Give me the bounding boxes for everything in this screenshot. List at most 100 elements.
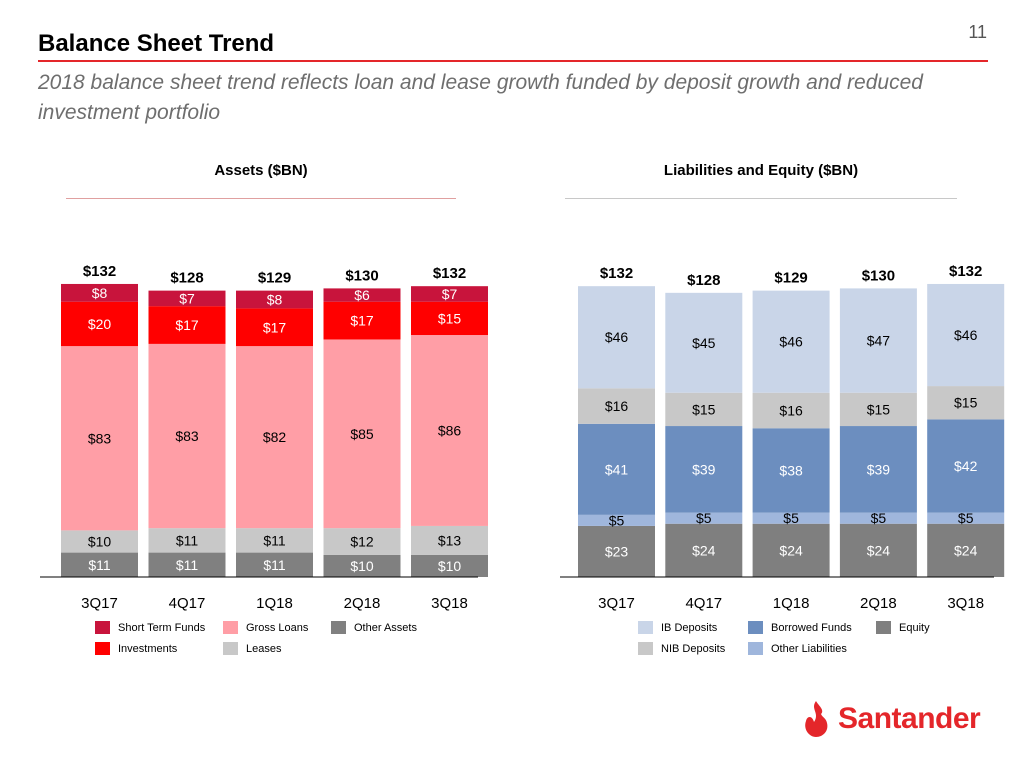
assets-data-label-gross-loans-3q18: $86 <box>438 422 462 438</box>
liabilities-chart-title: Liabilities and Equity ($BN) <box>663 162 859 179</box>
liabilities-data-label-equity-3q17: $23 <box>605 543 629 559</box>
liabilities-bar-ib-deposits-1q18 <box>752 290 830 393</box>
assets-legend-item-other-assets: Other Assets <box>331 621 417 634</box>
liabilities-title-underline <box>565 198 957 199</box>
assets-x-tick-2q18: 2Q18 <box>344 595 381 612</box>
assets-total-label-1q18: $129 <box>258 270 291 287</box>
liabilities-data-label-equity-3q18: $24 <box>954 542 978 558</box>
liabilities-bar-other-liabilities-3q18 <box>927 512 1005 524</box>
liabilities-legend-swatch-other-liabilities <box>748 642 763 655</box>
liabilities-total-label-4q17: $128 <box>687 272 720 289</box>
liabilities-bar-other-liabilities-2q18 <box>839 512 917 524</box>
title-rule <box>38 60 988 62</box>
assets-legend-label-other-assets: Other Assets <box>354 621 417 634</box>
liabilities-bar-other-liabilities-4q17 <box>665 512 743 524</box>
assets-legend-label-short-term-funds: Short Term Funds <box>118 621 206 634</box>
assets-data-label-leases-3q17: $10 <box>88 533 112 549</box>
assets-bar-leases-3q17 <box>61 530 138 553</box>
assets-bar-investments-2q18 <box>323 301 401 340</box>
liabilities-data-label-borrowed-funds-3q17: $41 <box>605 461 629 477</box>
assets-data-label-other-assets-3q18: $10 <box>438 558 462 574</box>
liabilities-legend-item-ib-deposits: IB Deposits <box>638 621 717 634</box>
assets-data-label-gross-loans-4q17: $83 <box>175 428 199 444</box>
assets-bar-investments-3q17 <box>61 301 138 347</box>
liabilities-bar-borrowed-funds-4q17 <box>665 426 743 513</box>
assets-data-label-leases-4q17: $11 <box>176 532 199 548</box>
assets-data-label-gross-loans-3q17: $83 <box>88 430 112 446</box>
liabilities-bar-equity-3q18 <box>927 523 1005 577</box>
liabilities-bar-ib-deposits-4q17 <box>665 292 743 393</box>
liabilities-data-label-borrowed-funds-3q18: $42 <box>954 458 978 474</box>
liabilities-bar-nib-deposits-3q18 <box>927 386 1005 420</box>
liabilities-legend-label-nib-deposits: NIB Deposits <box>661 642 726 655</box>
assets-legend-swatch-gross-loans <box>223 621 238 634</box>
liabilities-x-tick-4q17: 4Q17 <box>685 595 722 612</box>
assets-x-tick-3q18: 3Q18 <box>431 595 468 612</box>
liabilities-data-label-other-liabilities-3q18: $5 <box>958 510 974 526</box>
assets-chart-title: Assets ($BN) <box>214 162 308 179</box>
assets-data-label-leases-3q18: $13 <box>438 532 462 548</box>
liabilities-bar-ib-deposits-3q17 <box>578 286 655 389</box>
page-number: 11 <box>968 22 987 42</box>
liabilities-bar-borrowed-funds-3q17 <box>578 423 655 515</box>
assets-bar-leases-1q18 <box>236 528 313 553</box>
liabilities-legend-label-ib-deposits: IB Deposits <box>661 621 718 634</box>
assets-data-label-investments-3q17: $20 <box>88 316 112 332</box>
assets-legend-item-leases: Leases <box>223 642 281 655</box>
liabilities-data-label-other-liabilities-3q17: $5 <box>609 512 625 528</box>
assets-data-label-investments-4q17: $17 <box>175 317 199 333</box>
page-title: Balance Sheet Trend <box>38 30 275 57</box>
liabilities-data-label-nib-deposits-2q18: $15 <box>867 401 891 417</box>
assets-data-label-investments-3q18: $15 <box>438 310 462 326</box>
liabilities-x-tick-2q18: 2Q18 <box>860 595 897 612</box>
assets-total-label-2q18: $130 <box>345 267 378 284</box>
liabilities-data-label-other-liabilities-2q18: $5 <box>871 510 887 526</box>
assets-bar-short-term-funds-3q18 <box>411 286 488 302</box>
liabilities-data-label-borrowed-funds-2q18: $39 <box>867 461 891 477</box>
assets-data-label-other-assets-2q18: $10 <box>350 558 374 574</box>
assets-data-label-other-assets-1q18: $11 <box>263 557 286 573</box>
assets-x-tick-4q17: 4Q17 <box>169 595 206 612</box>
assets-legend-item-short-term-funds: Short Term Funds <box>95 621 205 634</box>
assets-legend-swatch-short-term-funds <box>95 621 110 634</box>
santander-logo: Santander <box>800 700 981 738</box>
assets-bar-other-assets-2q18 <box>323 554 401 577</box>
assets-bar-leases-2q18 <box>323 528 401 555</box>
page-subtitle: 2018 balance sheet trend reflects loan a… <box>38 71 923 124</box>
assets-bar-investments-3q18 <box>411 301 488 336</box>
assets-data-label-leases-2q18: $12 <box>350 533 374 549</box>
assets-legend-label-gross-loans: Gross Loans <box>246 621 309 634</box>
liabilities-data-label-nib-deposits-3q17: $16 <box>605 398 629 414</box>
liabilities-legend-label-other-liabilities: Other Liabilities <box>771 642 847 655</box>
liabilities-legend-label-equity: Equity <box>899 621 930 634</box>
liabilities-data-label-nib-deposits-4q17: $15 <box>692 401 716 417</box>
liabilities-bar-ib-deposits-3q18 <box>927 283 1005 387</box>
assets-legend-swatch-investments <box>95 642 110 655</box>
liabilities-data-label-ib-deposits-1q18: $46 <box>779 334 803 350</box>
assets-bar-other-assets-4q17 <box>148 552 226 577</box>
assets-legend-swatch-leases <box>223 642 238 655</box>
liabilities-legend-swatch-nib-deposits <box>638 642 653 655</box>
assets-legend-label-leases: Leases <box>246 642 282 655</box>
liabilities-legend-item-borrowed-funds: Borrowed Funds <box>748 621 852 634</box>
liabilities-bar-other-liabilities-1q18 <box>752 512 830 524</box>
assets-bar-gross-loans-3q18 <box>411 335 488 526</box>
liabilities-data-label-ib-deposits-4q17: $45 <box>692 335 716 351</box>
assets-data-label-gross-loans-2q18: $85 <box>350 426 374 442</box>
assets-bar-short-term-funds-3q17 <box>61 283 138 302</box>
assets-legend-item-investments: Investments <box>95 642 177 655</box>
liabilities-data-label-borrowed-funds-1q18: $38 <box>779 462 803 478</box>
assets-data-label-investments-1q18: $17 <box>263 319 287 335</box>
assets-data-label-leases-1q18: $11 <box>263 532 286 548</box>
liabilities-legend-item-nib-deposits: NIB Deposits <box>638 642 725 655</box>
liabilities-data-label-borrowed-funds-4q17: $39 <box>692 461 716 477</box>
liabilities-bar-nib-deposits-1q18 <box>752 392 830 429</box>
assets-x-tick-3q17: 3Q17 <box>81 595 118 612</box>
liabilities-x-tick-3q17: 3Q17 <box>598 595 635 612</box>
assets-legend-item-gross-loans: Gross Loans <box>223 621 308 634</box>
liabilities-legend-label-borrowed-funds: Borrowed Funds <box>771 621 852 634</box>
liabilities-legend-swatch-borrowed-funds <box>748 621 763 634</box>
liabilities-total-label-3q17: $132 <box>600 265 633 282</box>
assets-chart: $11 $10 $83 $20 $8 $132 3Q17 $11 $11 $83 $17 $7 $128… <box>40 263 488 612</box>
